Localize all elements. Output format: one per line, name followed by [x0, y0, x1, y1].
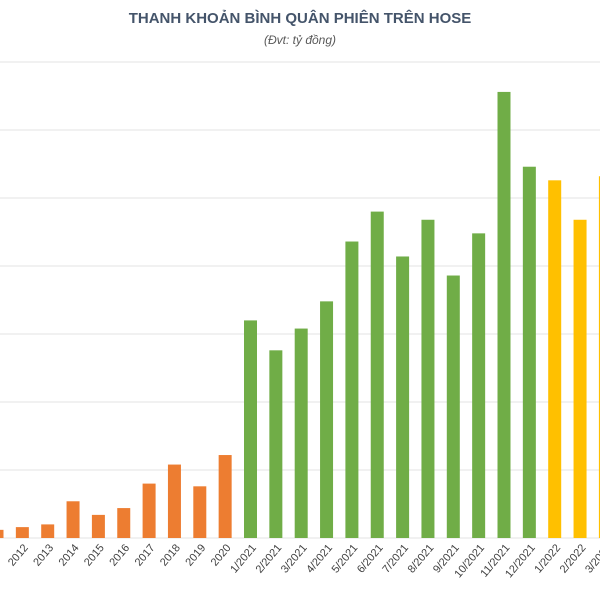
bar	[15, 527, 29, 538]
bar	[193, 486, 207, 538]
bar	[573, 219, 587, 538]
bar	[0, 529, 4, 538]
bar	[66, 501, 80, 538]
chart-subtitle: (Đvt: tỷ đồng)	[264, 33, 336, 47]
bar	[497, 91, 511, 539]
bar	[117, 508, 131, 538]
bar	[269, 350, 283, 538]
chart-title: THANH KHOẢN BÌNH QUÂN PHIÊN TRÊN HOSE	[129, 9, 472, 27]
bar	[598, 176, 600, 539]
bar	[396, 256, 410, 538]
bar	[446, 275, 460, 538]
bar	[320, 301, 334, 538]
bar	[142, 483, 156, 538]
bar	[472, 233, 486, 539]
bar	[218, 455, 232, 538]
bar	[421, 219, 435, 538]
bar	[244, 320, 257, 538]
bar	[522, 166, 536, 538]
bar	[91, 514, 105, 538]
bar	[370, 211, 384, 538]
bar	[167, 464, 181, 538]
bar	[41, 524, 55, 538]
bar	[345, 241, 359, 538]
bar	[294, 328, 308, 538]
bar	[548, 180, 562, 538]
